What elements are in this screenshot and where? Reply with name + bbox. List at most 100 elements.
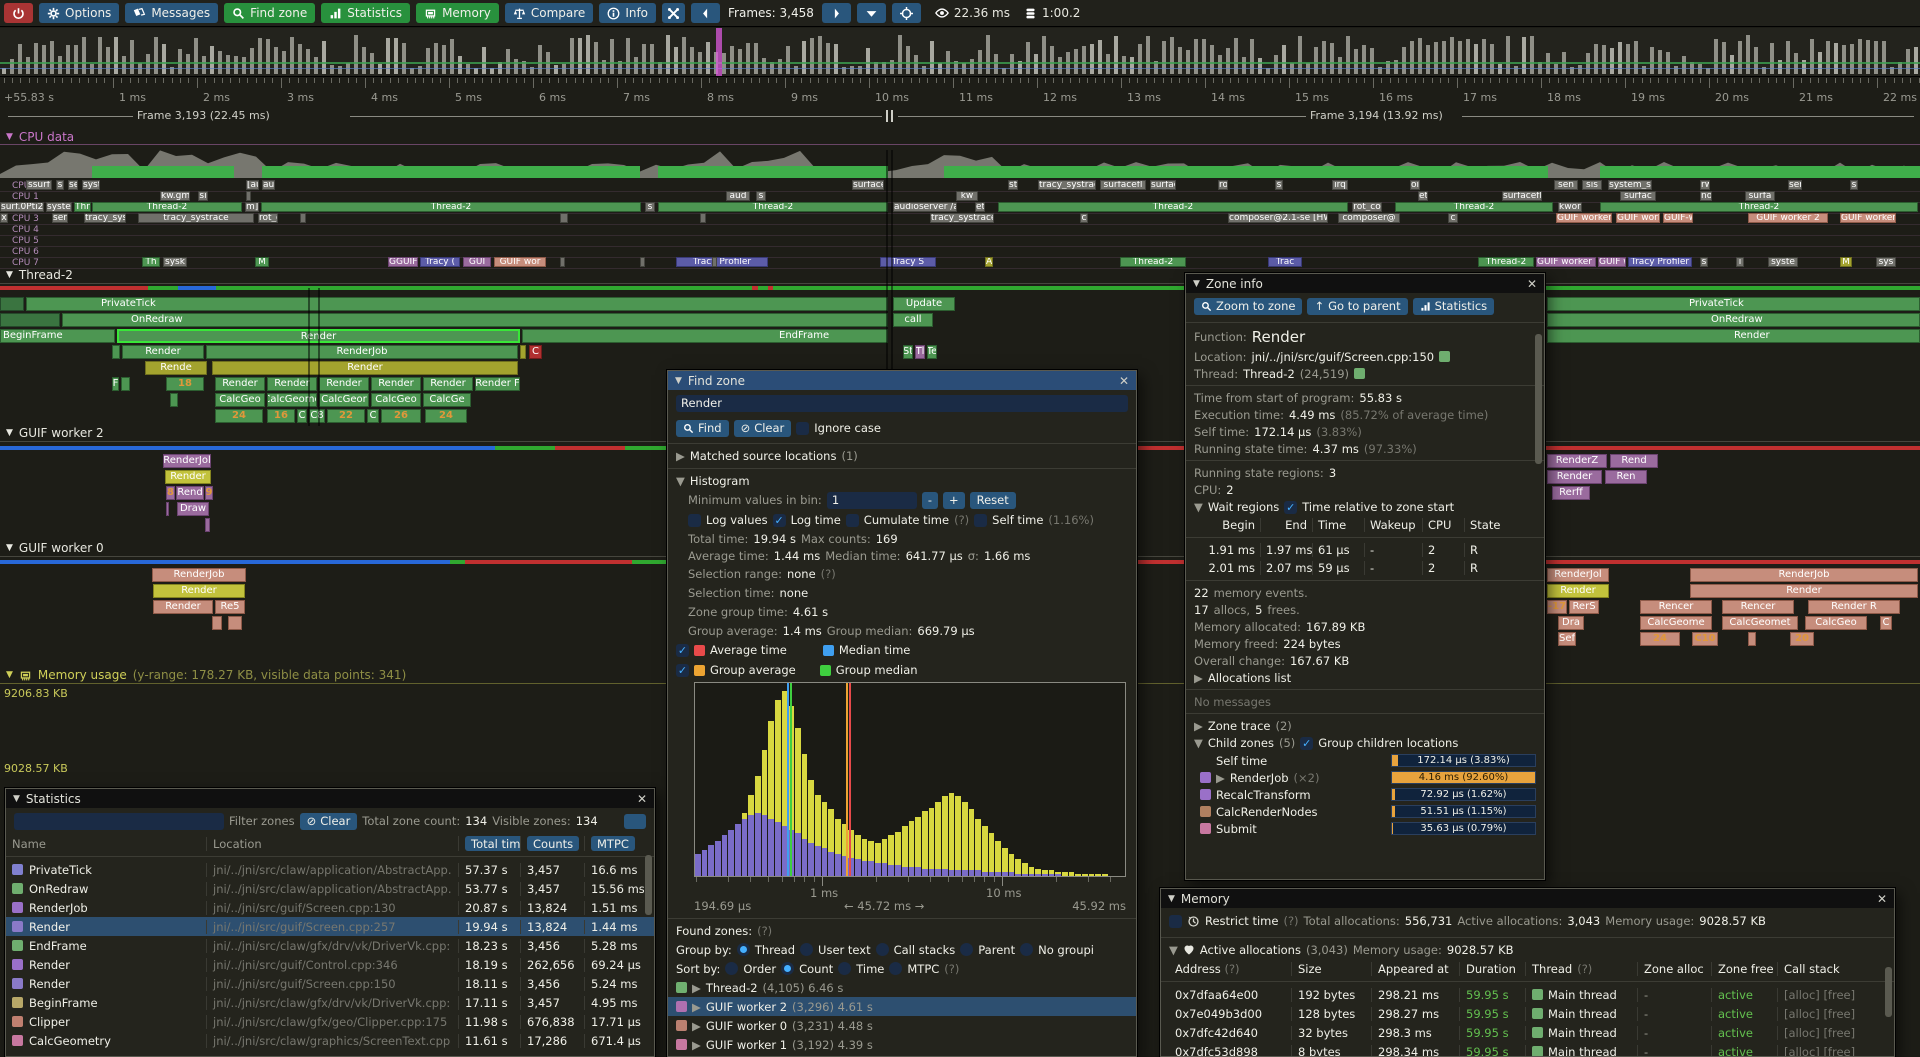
zone[interactable]: Render F	[475, 377, 520, 391]
zone[interactable]: C	[529, 345, 542, 359]
child-zone-row[interactable]: RecalcTransform 72.92 µs (1.62%)	[1186, 786, 1544, 803]
statistics-button[interactable]: Statistics	[1412, 297, 1495, 315]
zone[interactable]	[1748, 632, 1756, 646]
column-header-appeared-at[interactable]: Appeared at	[1371, 961, 1459, 976]
zone[interactable]: PrivateTick	[26, 297, 888, 311]
column-header-duration[interactable]: Duration	[1459, 961, 1525, 976]
cpu-zone[interactable]: surfacef	[852, 180, 884, 190]
zone[interactable]: Render	[215, 377, 265, 391]
cpu-zone[interactable]: kworke	[1558, 202, 1582, 212]
cpu-zone[interactable]: GUIF wor	[494, 257, 546, 267]
close-icon[interactable]: ✕	[1118, 373, 1129, 388]
restrict-time-checkbox[interactable]	[1169, 914, 1182, 928]
log-values-checkbox[interactable]	[688, 513, 701, 527]
zone[interactable]: Render	[423, 377, 473, 391]
frames-count-button[interactable]: Frames: 3,458	[726, 3, 816, 23]
column-header-mtpc[interactable]: MTPC	[584, 836, 644, 851]
cpu-zone[interactable]: i	[1736, 257, 1744, 267]
cpu-zone[interactable]: audioserver /audio	[893, 202, 957, 212]
expand-icon[interactable]: ▶	[692, 1037, 701, 1052]
zone[interactable]: -17	[1547, 600, 1567, 614]
go-to-parent-button[interactable]: ↑ Go to parent	[1307, 297, 1408, 315]
cpu-zone[interactable]: M	[255, 257, 269, 267]
find-zone-search-input[interactable]: Render	[676, 394, 1128, 412]
found-zone-row[interactable]: ▶ Thread-2 (4,105) 6.46 s	[668, 978, 1136, 997]
find-zone-titlebar[interactable]: ▼ Find zone ✕	[668, 371, 1136, 390]
cpu-zone[interactable]: Tracy (	[420, 257, 460, 267]
target-button[interactable]	[891, 3, 921, 23]
cpu-zone[interactable]: GUI	[463, 257, 491, 267]
cpu-zone[interactable]: Tracy Profiler	[676, 257, 768, 267]
zone[interactable]: Render	[1547, 584, 1609, 598]
sort-by-time[interactable]	[838, 962, 852, 975]
cpu-zone[interactable]: kw	[956, 191, 978, 201]
cpu-zone[interactable]: kw.gm	[160, 191, 190, 201]
wait-region-row[interactable]: 1.91 ms 1.97 ms 61 µs -2 R	[1186, 541, 1544, 559]
self-time-checkbox[interactable]	[974, 513, 988, 527]
cpu-zone[interactable]	[700, 213, 706, 223]
zone[interactable]: Rend	[1610, 454, 1658, 468]
options-button[interactable]: Options	[39, 3, 120, 23]
zone[interactable]: Rencer	[1640, 600, 1712, 614]
close-icon[interactable]: ✕	[1876, 891, 1887, 906]
wait-column-begin[interactable]: Begin	[1222, 518, 1255, 532]
stats-clear-button[interactable]: ⊘ Clear	[299, 812, 358, 830]
table-row[interactable]: RenderJob jni/../jni/src/guif/Screen.cpp:…	[6, 898, 654, 917]
group-by-call-stacks[interactable]	[875, 943, 889, 956]
group-by-user-text[interactable]	[800, 943, 814, 956]
cpu-zone[interactable]: GUIF w	[1598, 257, 1626, 267]
column-header-zone-alloc[interactable]: Zone alloc	[1637, 961, 1711, 976]
cpu-zone[interactable]: GUIF-w	[1663, 213, 1693, 223]
zone[interactable]: Sef	[1558, 632, 1576, 646]
zone[interactable]	[228, 616, 242, 630]
cpu-zone[interactable]: Tracy Profiler	[1628, 257, 1692, 267]
expand-icon[interactable]: ▶	[676, 449, 685, 463]
cpu-zone[interactable]: A	[985, 257, 993, 267]
filter-input[interactable]	[14, 812, 224, 830]
zone[interactable]: RenderJol	[163, 454, 211, 468]
cpu-zone[interactable]: Thread-2	[1395, 202, 1553, 212]
cpu-zone[interactable]: GUIF worker 2	[1748, 213, 1828, 223]
table-row[interactable]: CalcGeometry jni/../jni/src/claw/graphics…	[6, 1031, 654, 1050]
avg-median-checkbox[interactable]: ✓	[676, 643, 689, 657]
cpu-zone[interactable]: se	[68, 180, 78, 190]
found-zone-row[interactable]: ▶ GUIF worker 1 (3,192) 4.39 s	[668, 1035, 1136, 1054]
cpu-zone[interactable]: s	[1275, 180, 1283, 190]
min-bin-input[interactable]: 1	[826, 491, 917, 509]
cpu-zone[interactable]: rw	[1700, 180, 1710, 190]
column-header-name[interactable]: Name	[12, 836, 46, 851]
zone[interactable]: BeginFrame	[0, 329, 115, 343]
cpu-zone[interactable]: M	[1840, 257, 1852, 267]
cpu-zone[interactable]	[712, 257, 717, 267]
group-by-parent[interactable]	[960, 943, 974, 956]
expand-icon[interactable]: ▶	[692, 1018, 701, 1033]
zone[interactable]	[0, 297, 24, 311]
cpu-zone[interactable]: surfac	[1620, 191, 1656, 201]
free-link[interactable]: [free]	[1823, 1025, 1856, 1040]
zone[interactable]	[121, 377, 130, 391]
cpu-zone[interactable]: surfacefl	[1502, 191, 1542, 201]
zone[interactable]: CalcGe	[423, 393, 471, 407]
sort-by-order[interactable]	[725, 962, 739, 975]
column-header-zone-free[interactable]: Zone free	[1711, 961, 1777, 976]
column-header-counts[interactable]: Counts	[520, 836, 584, 851]
zone[interactable]: Tl	[915, 345, 925, 359]
cpu-zone[interactable]: system se	[46, 202, 72, 212]
zone[interactable]: Render	[212, 361, 518, 375]
thread-header-guif-worker-0[interactable]: ▼ GUIF worker 0	[6, 541, 104, 555]
table-row[interactable]: Render jni/../jni/src/guif/Screen.cpp:257…	[6, 917, 654, 936]
cpu-zone[interactable]: s	[56, 180, 64, 190]
compare-button[interactable]: Compare	[504, 3, 594, 23]
table-row[interactable]: BeginFrame jni/../jni/src/claw/gfx/drv/vk…	[6, 993, 654, 1012]
cpu-zone[interactable]: c	[1080, 213, 1088, 223]
child-zone-row[interactable]: Submit 35.63 µs (0.79%)	[1186, 820, 1544, 837]
zone[interactable]: Rend	[176, 486, 204, 500]
wait-column-wakeup[interactable]: Wakeup	[1364, 518, 1422, 532]
zone[interactable]: 24	[215, 409, 263, 423]
wait-column-end[interactable]: End	[1260, 518, 1312, 532]
collapse-icon[interactable]: ▼	[676, 474, 685, 488]
cpu-zone[interactable]	[560, 257, 565, 267]
cpu-zone[interactable]: GUIF worker 0	[1556, 213, 1612, 223]
zone[interactable]: RenderJob	[206, 345, 518, 359]
zone[interactable]: Rerff	[1552, 486, 1590, 500]
